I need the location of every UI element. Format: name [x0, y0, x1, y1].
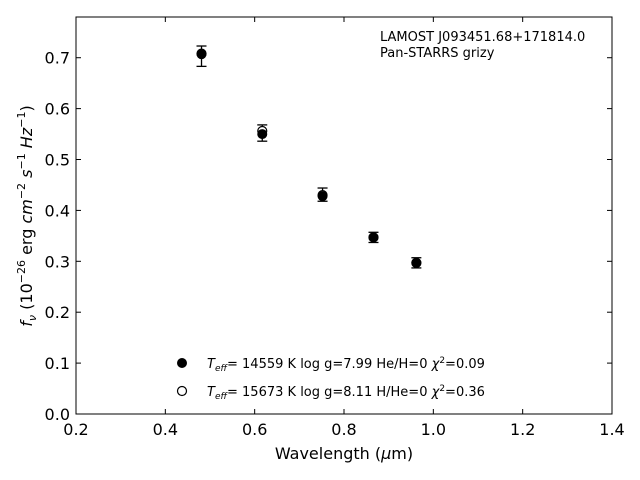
legend-marker-filled	[177, 358, 187, 368]
filled-circle-point	[257, 129, 268, 140]
legend-entry-2: Teff= 15673 K log g=8.11 H/He=0 χ2=0.36	[207, 384, 485, 402]
filled-circle-point	[368, 232, 379, 243]
filled-circle-point	[411, 257, 422, 268]
x-axis-title: Wavelength (μm)	[275, 444, 413, 463]
filled-circle-point	[317, 191, 328, 202]
legend-entry-1: Teff= 14559 K log g=7.99 He/H=0 χ2=0.09	[207, 356, 485, 374]
legend-marker-open	[176, 385, 188, 397]
x-tick-label: 1.2	[510, 420, 535, 439]
x-tick-label: 0.4	[153, 420, 178, 439]
x-tick-label: 1.4	[599, 420, 624, 439]
legend: Teff= 14559 K log g=7.99 He/H=0 χ2=0.09 …	[176, 356, 485, 402]
y-tick-label: 0.4	[45, 201, 70, 220]
filled-circle-point	[196, 49, 207, 60]
x-tick-label: 1.0	[421, 420, 446, 439]
y-tick-label: 0.0	[45, 405, 70, 424]
y-tick-label: 0.6	[45, 100, 70, 119]
y-tick-label: 0.3	[45, 252, 70, 271]
x-axis-ticks: 0.2 0.4 0.6 0.8 1.0 1.2 1.4	[63, 17, 625, 439]
y-tick-label: 0.1	[45, 354, 70, 373]
y-tick-label: 0.5	[45, 151, 70, 170]
y-tick-label: 0.2	[45, 303, 70, 322]
x-tick-label: 0.6	[242, 420, 267, 439]
survey-annotation: Pan-STARRS grizy	[380, 46, 495, 61]
x-tick-label: 0.2	[63, 420, 88, 439]
y-axis-title: fν (10−26 erg cm−2 s−1 Hz−1)	[15, 105, 39, 326]
y-axis-ticks: 0.0 0.1 0.2 0.3 0.4 0.5 0.6 0.7	[45, 49, 612, 424]
series-filled-circles	[196, 49, 422, 268]
plot-frame	[75, 16, 613, 415]
y-tick-label: 0.7	[45, 49, 70, 68]
series-open-circles	[196, 48, 422, 268]
object-annotation: LAMOST J093451.68+171814.0	[380, 30, 585, 45]
error-bars	[196, 45, 422, 269]
x-tick-label: 0.8	[331, 420, 356, 439]
